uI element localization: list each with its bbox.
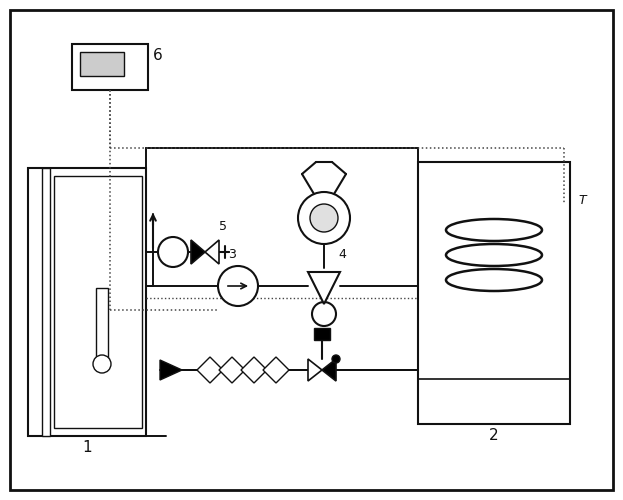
Polygon shape [308,359,322,381]
Text: www.heating-system.ru: www.heating-system.ru [254,293,369,303]
Polygon shape [197,357,223,383]
Polygon shape [241,357,267,383]
Circle shape [312,302,336,326]
Bar [418,162,570,424]
Text: 6: 6 [153,48,163,63]
Text: T: T [578,194,586,207]
Circle shape [310,204,338,232]
Circle shape [332,355,340,363]
Bar [42,168,50,436]
Bar [28,168,146,436]
Text: 4: 4 [338,248,346,261]
Bar [72,44,148,90]
Circle shape [298,192,350,244]
Text: HS: HS [258,229,362,295]
Circle shape [218,266,258,306]
Polygon shape [322,359,336,381]
Polygon shape [205,240,219,264]
Bar [314,328,330,340]
Bar [96,288,108,360]
Circle shape [158,237,188,267]
Text: 2: 2 [489,428,499,443]
Polygon shape [308,272,340,304]
Polygon shape [160,360,182,380]
Circle shape [93,355,111,373]
Text: 3: 3 [228,248,236,261]
Polygon shape [263,357,289,383]
Polygon shape [219,357,245,383]
Text: 5: 5 [219,220,227,233]
Bar [80,52,124,76]
Polygon shape [191,240,205,264]
Text: 1: 1 [82,440,92,455]
Bar [54,176,142,428]
